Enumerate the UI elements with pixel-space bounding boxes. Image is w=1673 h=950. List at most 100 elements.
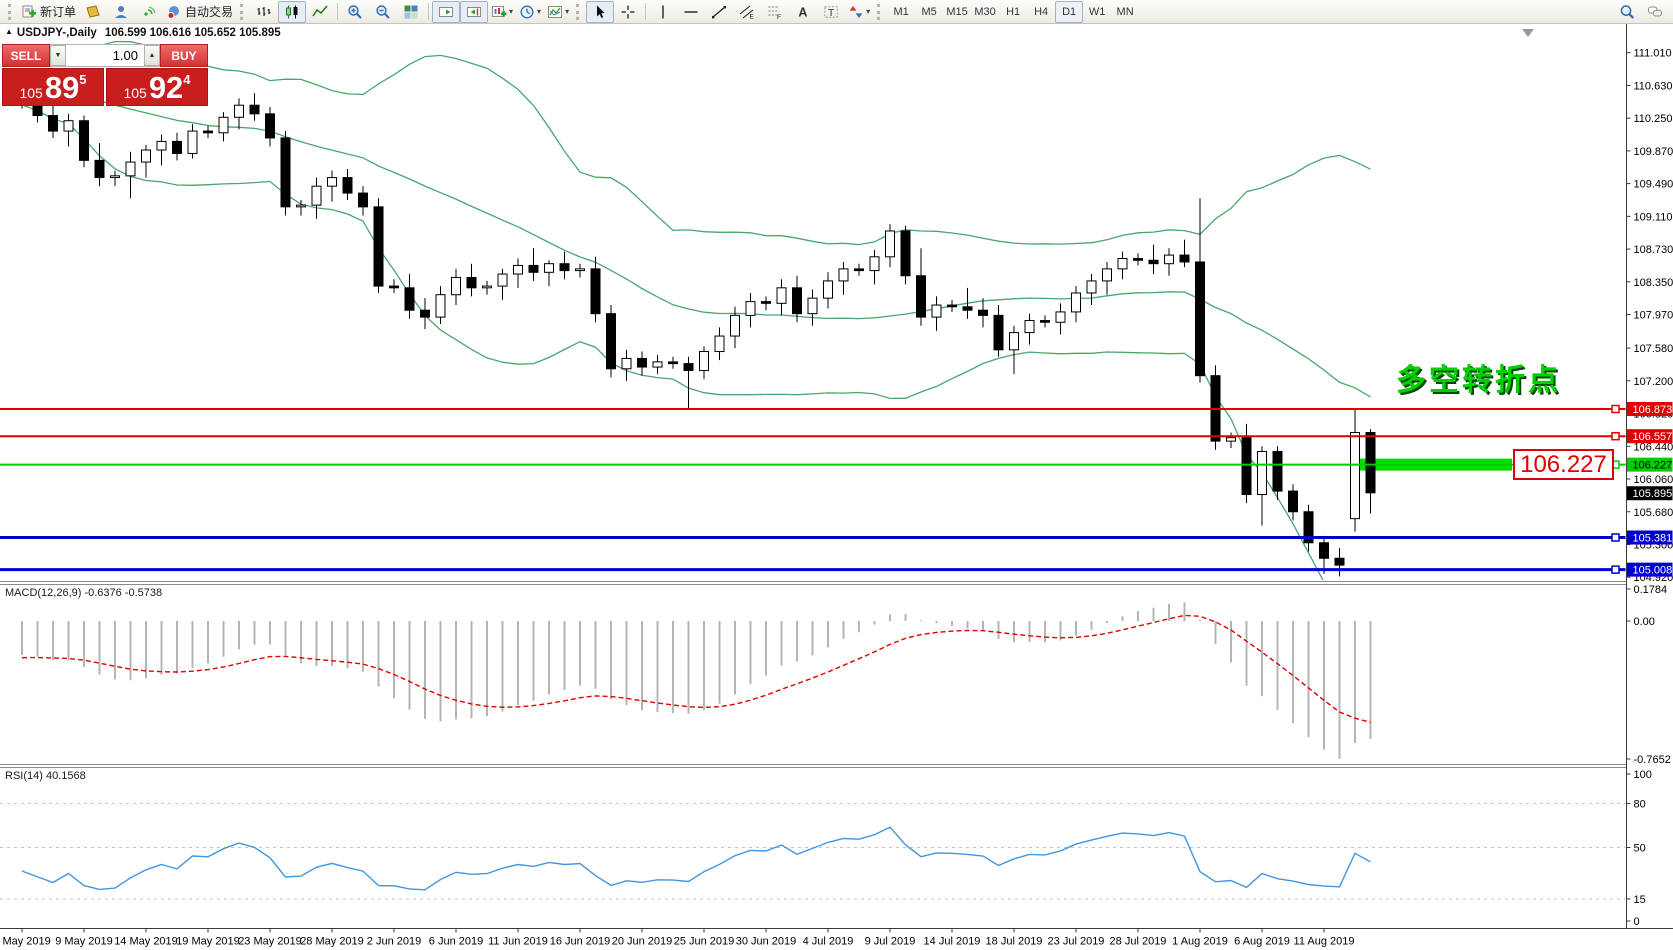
candle-body	[1086, 280, 1097, 294]
timeframe-h1-button[interactable]: H1	[1006, 5, 1021, 18]
chart-text-annotation[interactable]: 多空转折点	[1396, 364, 1561, 397]
rsi-line	[21, 826, 1371, 891]
line-chart-mode-button[interactable]	[306, 1, 334, 23]
collapse-arrow-icon[interactable]: ▲	[5, 27, 13, 36]
crosshair-button[interactable]	[614, 1, 642, 23]
date-label: 9 May 2019	[55, 936, 112, 948]
zoom-out-button[interactable]	[369, 1, 397, 23]
market-watch-button[interactable]	[79, 1, 107, 23]
buy-price-display[interactable]: 105 92 4	[106, 68, 208, 106]
timeframe-d1-button[interactable]: D1	[1055, 0, 1084, 23]
auto-scroll-button[interactable]	[432, 0, 461, 23]
candle-body	[699, 351, 709, 371]
volume-input[interactable]	[66, 45, 144, 66]
price-tick-label: 108.730	[1634, 244, 1673, 256]
timeframe-m5-button[interactable]: M5	[921, 5, 937, 18]
sell-price-display[interactable]: 105 89 5	[2, 68, 104, 106]
cursor-button[interactable]	[586, 0, 615, 23]
price-tag[interactable]	[1627, 486, 1673, 501]
chart-shift-marker[interactable]	[1522, 29, 1534, 37]
candles	[17, 89, 1376, 577]
chart-shift-icon	[467, 6, 482, 17]
toolbar-drag-handle[interactable]	[877, 3, 883, 20]
line-anchor-marker[interactable]	[1611, 565, 1620, 574]
text-label-button[interactable]: T	[817, 1, 845, 23]
templates-button[interactable]: ▾	[544, 1, 572, 23]
timeframe-mn-button[interactable]: MN	[1116, 5, 1134, 18]
line-anchor-marker[interactable]	[1611, 404, 1620, 414]
signals-button[interactable]	[135, 1, 163, 23]
chat-button[interactable]	[1641, 1, 1669, 23]
vertical-line-button[interactable]	[649, 1, 677, 23]
price-tag[interactable]	[1627, 562, 1673, 577]
candle-body	[466, 276, 477, 289]
horizontal-line-button[interactable]	[677, 1, 705, 23]
candle-body	[1272, 450, 1283, 492]
tile-windows-button[interactable]	[397, 1, 425, 23]
date-label: 4 Jul 2019	[803, 936, 854, 948]
zoom-out-icon	[376, 4, 390, 19]
chart-canvas[interactable]: 111.010 110.630 110.250 109.870 109.490 109.1…	[0, 24, 1673, 950]
price-callout-box[interactable]: 106.227	[1513, 449, 1614, 480]
text-label-icon: T	[824, 5, 838, 19]
buy-button[interactable]: BUY	[160, 44, 208, 67]
candle-body	[296, 204, 306, 208]
search-icon	[1620, 4, 1634, 19]
price-tag-label: 106.227	[1633, 460, 1673, 472]
candle-body	[110, 175, 120, 179]
line-anchor-marker[interactable]	[1611, 533, 1620, 542]
bar-chart-mode-button[interactable]	[250, 1, 278, 23]
auto-trading-button[interactable]: 自动交易	[163, 1, 236, 23]
new-chart-button[interactable]: ▾	[488, 1, 516, 23]
candle-body	[931, 304, 942, 318]
timeframe-m30-button[interactable]: M30	[974, 5, 996, 18]
trendline-button[interactable]	[705, 1, 733, 23]
search-button[interactable]	[1613, 1, 1641, 23]
candlestick-mode-button[interactable]	[278, 0, 307, 23]
symbol-period-label: USDJPY-,Daily	[16, 27, 97, 39]
price-tag[interactable]	[1627, 530, 1673, 545]
candle-body	[869, 256, 880, 272]
price-tag[interactable]	[1627, 457, 1673, 472]
date-label: 23 May 2019	[238, 936, 302, 948]
candle-body	[1179, 254, 1190, 263]
periods-button[interactable]: ▾	[516, 1, 544, 23]
macd-axis-label: 0.1784	[1634, 584, 1668, 596]
candle-body	[544, 263, 554, 273]
candle-body	[249, 104, 260, 115]
sell-button[interactable]: SELL	[2, 44, 50, 67]
new-order-button[interactable]: 新订单	[18, 1, 79, 23]
line-anchor-marker[interactable]	[1611, 431, 1620, 441]
toolbar-drag-handle[interactable]	[8, 3, 14, 20]
timeframe-h4-button[interactable]: H4	[1034, 5, 1049, 18]
date-label: 28 Jul 2019	[1110, 936, 1167, 948]
candle-body	[265, 113, 275, 139]
text-button[interactable]: A	[789, 1, 817, 23]
timeframe-m1-button[interactable]: M1	[893, 5, 909, 18]
chart-area[interactable]: 111.010 110.630 110.250 109.870 109.490 109.1…	[0, 24, 1673, 950]
arrows-button[interactable]: ▾	[845, 1, 873, 23]
arrows-shapes-icon	[849, 5, 863, 18]
price-tick-label: 107.970	[1634, 310, 1673, 322]
chevron-down-icon: ▾	[565, 7, 570, 16]
chart-shift-button[interactable]	[460, 0, 489, 23]
toolbar-separator	[645, 3, 647, 20]
price-tag[interactable]	[1627, 429, 1673, 444]
timeframe-w1-button[interactable]: W1	[1088, 5, 1106, 18]
toolbar-drag-handle[interactable]	[576, 3, 582, 20]
fibonacci-button[interactable]: F	[761, 1, 789, 23]
zoom-in-button[interactable]	[341, 1, 369, 23]
toolbar-drag-handle[interactable]	[240, 3, 246, 20]
price-tick-label: 109.870	[1634, 146, 1673, 158]
ohlc-values: 106.599 106.616 105.652 105.895	[104, 27, 281, 39]
volume-decrease-button[interactable]: ▼	[50, 45, 66, 66]
price-tag-label: 105.381	[1633, 533, 1673, 545]
rsi-axis-label: 100	[1634, 769, 1652, 781]
community-button[interactable]	[107, 1, 135, 23]
price-tag[interactable]	[1627, 402, 1673, 416]
new-order-icon	[22, 5, 36, 17]
equidistant-channel-button[interactable]: E	[733, 1, 761, 23]
candle-body	[838, 268, 849, 282]
timeframe-m15-button[interactable]: M15	[946, 5, 968, 18]
volume-increase-button[interactable]: ▲	[144, 45, 160, 66]
